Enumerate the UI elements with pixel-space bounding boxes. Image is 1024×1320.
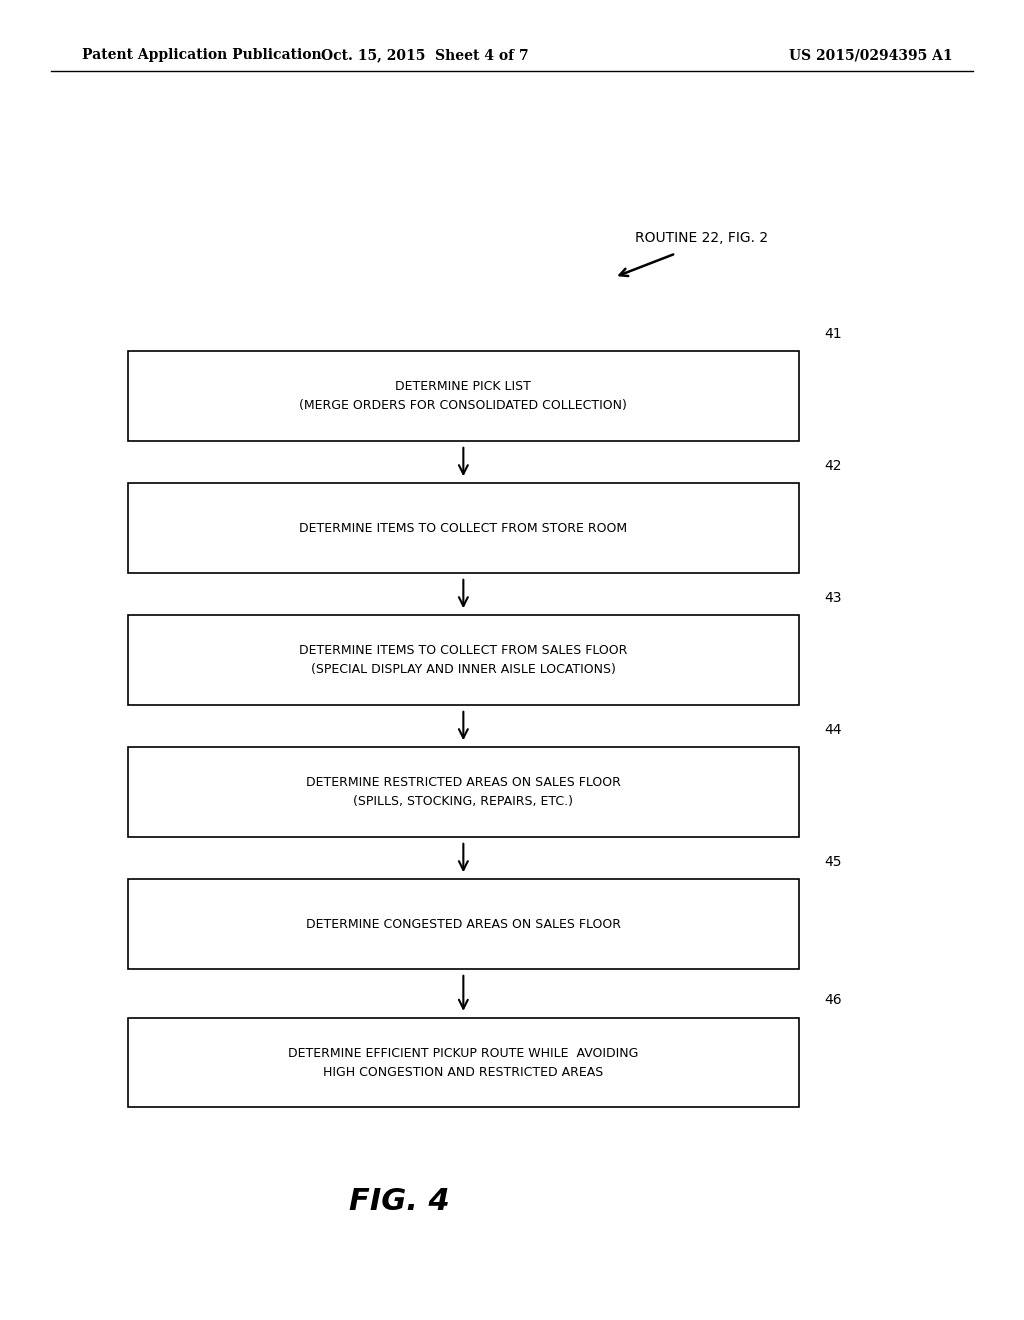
Text: DETERMINE PICK LIST
(MERGE ORDERS FOR CONSOLIDATED COLLECTION): DETERMINE PICK LIST (MERGE ORDERS FOR CO… <box>299 380 628 412</box>
Text: 44: 44 <box>824 722 842 737</box>
Text: Oct. 15, 2015  Sheet 4 of 7: Oct. 15, 2015 Sheet 4 of 7 <box>322 49 528 62</box>
Text: Patent Application Publication: Patent Application Publication <box>82 49 322 62</box>
Bar <box>128 879 799 969</box>
Bar <box>128 747 799 837</box>
Bar <box>128 483 799 573</box>
Text: DETERMINE ITEMS TO COLLECT FROM STORE ROOM: DETERMINE ITEMS TO COLLECT FROM STORE RO… <box>299 521 628 535</box>
Text: DETERMINE RESTRICTED AREAS ON SALES FLOOR
(SPILLS, STOCKING, REPAIRS, ETC.): DETERMINE RESTRICTED AREAS ON SALES FLOO… <box>306 776 621 808</box>
Text: DETERMINE EFFICIENT PICKUP ROUTE WHILE  AVOIDING
HIGH CONGESTION AND RESTRICTED : DETERMINE EFFICIENT PICKUP ROUTE WHILE A… <box>288 1047 639 1078</box>
Bar <box>128 351 799 441</box>
Text: 42: 42 <box>824 458 842 473</box>
Text: FIG. 4: FIG. 4 <box>349 1187 450 1216</box>
Bar <box>128 1018 799 1107</box>
Text: 43: 43 <box>824 590 842 605</box>
Text: 45: 45 <box>824 854 842 869</box>
Text: US 2015/0294395 A1: US 2015/0294395 A1 <box>788 49 952 62</box>
Text: 41: 41 <box>824 326 842 341</box>
Text: DETERMINE CONGESTED AREAS ON SALES FLOOR: DETERMINE CONGESTED AREAS ON SALES FLOOR <box>306 917 621 931</box>
Bar <box>128 615 799 705</box>
Text: 46: 46 <box>824 993 842 1007</box>
Text: ROUTINE 22, FIG. 2: ROUTINE 22, FIG. 2 <box>635 231 768 244</box>
Text: DETERMINE ITEMS TO COLLECT FROM SALES FLOOR
(SPECIAL DISPLAY AND INNER AISLE LOC: DETERMINE ITEMS TO COLLECT FROM SALES FL… <box>299 644 628 676</box>
